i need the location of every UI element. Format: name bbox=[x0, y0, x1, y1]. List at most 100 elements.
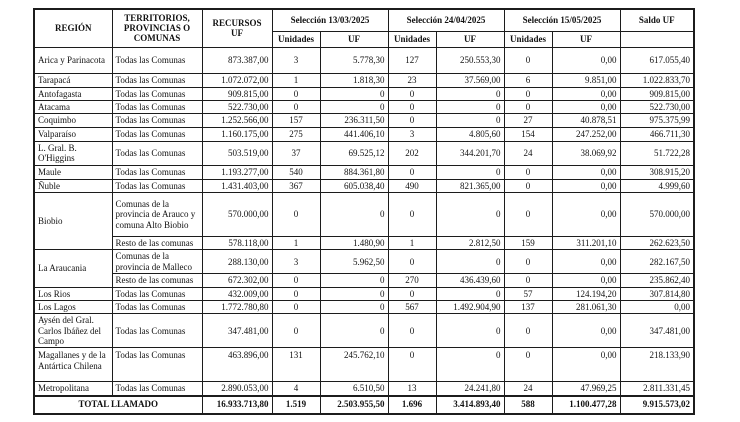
unidades-cell-1: 1 bbox=[271, 72, 321, 88]
total-saldo-cell: 9.915.573,02 bbox=[619, 394, 695, 415]
region-cell: Tarapacá bbox=[33, 72, 113, 88]
unidades-cell-1: 0 bbox=[271, 299, 321, 315]
unidades-cell-2: 567 bbox=[387, 299, 437, 315]
header-recursos-uf: RECURSOS UF bbox=[201, 8, 273, 48]
recursos-cell: 503.519,00 bbox=[201, 140, 273, 166]
recursos-cell: 347.481,00 bbox=[201, 313, 273, 349]
unidades-cell-3: 0 bbox=[503, 191, 553, 237]
subheader-unidades-3: Unidades bbox=[503, 30, 553, 48]
uf-cell-1: 605.038,40 bbox=[319, 178, 389, 193]
saldo-cell: 51.722,28 bbox=[619, 140, 695, 166]
recursos-cell: 1.193.277,00 bbox=[201, 164, 273, 180]
unidades-cell-2: 127 bbox=[387, 46, 437, 74]
region-cell: Valparaíso bbox=[33, 126, 113, 142]
unidades-cell-3: 0 bbox=[503, 86, 553, 101]
territory-cell: Resto de las comunas bbox=[111, 235, 203, 251]
uf-cell-3: 0,00 bbox=[551, 178, 621, 193]
uf-cell-2: 0 bbox=[435, 164, 505, 180]
uf-cell-1: 0 bbox=[319, 191, 389, 237]
total-uf-cell-2: 3.414.893,40 bbox=[435, 394, 505, 415]
uf-cell-3: 9.851,00 bbox=[551, 72, 621, 88]
recursos-cell: 909.815,00 bbox=[201, 86, 273, 101]
uf-cell-2: 344.201,70 bbox=[435, 140, 505, 166]
saldo-cell: 909.815,00 bbox=[619, 86, 695, 101]
unidades-cell-3: 57 bbox=[503, 286, 553, 301]
header-saldo-uf: Saldo UF bbox=[619, 8, 695, 32]
unidades-cell-3: 137 bbox=[503, 299, 553, 315]
territory-cell: Todas las Comunas bbox=[111, 299, 203, 315]
territory-cell: Todas las Comunas bbox=[111, 99, 203, 115]
unidades-cell-3: 27 bbox=[503, 113, 553, 128]
uf-cell-3: 0,00 bbox=[551, 86, 621, 101]
territory-cell: Todas las Comunas bbox=[111, 113, 203, 128]
territory-cell: Todas las Comunas bbox=[111, 86, 203, 101]
uf-cell-2: 0 bbox=[435, 286, 505, 301]
unidades-cell-2: 0 bbox=[387, 164, 437, 180]
region-cell: Ñuble bbox=[33, 178, 113, 193]
territory-cell: Resto de las comunas bbox=[111, 273, 203, 288]
unidades-cell-3: 0 bbox=[503, 178, 553, 193]
saldo-cell: 0,00 bbox=[619, 299, 695, 315]
unidades-cell-3: 159 bbox=[503, 235, 553, 251]
territory-cell: Todas las Comunas bbox=[111, 126, 203, 142]
unidades-cell-1: 0 bbox=[271, 273, 321, 288]
table-row: Arica y Parinacota Todas las Comunas 873.3… bbox=[33, 46, 695, 74]
unidades-cell-2: 0 bbox=[387, 191, 437, 237]
saldo-cell: 282.167,50 bbox=[619, 249, 695, 275]
unidades-cell-3: 0 bbox=[503, 273, 553, 288]
uf-cell-2: 2.812,50 bbox=[435, 235, 505, 251]
unidades-cell-1: 3 bbox=[271, 249, 321, 275]
saldo-cell: 617.055,40 bbox=[619, 46, 695, 74]
unidades-cell-2: 202 bbox=[387, 140, 437, 166]
table-row: Ñuble Todas las Comunas 1.431.403,00 367 605… bbox=[33, 178, 695, 193]
total-unidades-cell-3: 588 bbox=[503, 394, 553, 415]
uf-cell-1: 0 bbox=[319, 99, 389, 115]
unidades-cell-3: 0 bbox=[503, 313, 553, 349]
unidades-cell-1: 275 bbox=[271, 126, 321, 142]
uf-cell-1: 245.762,10 bbox=[319, 347, 389, 383]
uf-cell-2: 0 bbox=[435, 86, 505, 101]
uf-cell-2: 0 bbox=[435, 313, 505, 349]
unidades-cell-2: 0 bbox=[387, 249, 437, 275]
region-cell: La Araucania bbox=[33, 249, 113, 288]
uf-cell-2: 0 bbox=[435, 347, 505, 383]
table-row: La Araucania Comunas de la provincia de M… bbox=[33, 249, 695, 288]
saldo-cell: 466.711,30 bbox=[619, 126, 695, 142]
table-row: Los Rios Todas las Comunas 432.009,00 0 0 0 0 5… bbox=[33, 286, 695, 301]
saldo-cell: 1.022.833,70 bbox=[619, 72, 695, 88]
uf-cell-2: 0 bbox=[435, 99, 505, 115]
recursos-cell: 522.730,00 bbox=[201, 99, 273, 115]
table-row: Los Lagos Todas las Comunas 1.772.780,80 0 0… bbox=[33, 299, 695, 315]
total-uf-cell-3: 1.100.477,28 bbox=[551, 394, 621, 415]
total-unidades-cell-2: 1.696 bbox=[387, 394, 437, 415]
saldo-cell: 347.481,00 bbox=[619, 313, 695, 349]
recursos-cell: 2.890.053,00 bbox=[201, 381, 273, 397]
unidades-cell-1: 0 bbox=[271, 313, 321, 349]
uf-cell-1: 0 bbox=[319, 273, 389, 288]
uf-cell-2: 4.805,60 bbox=[435, 126, 505, 142]
recursos-cell: 288.130,00 bbox=[201, 249, 273, 275]
region-cell: Antofagasta bbox=[33, 86, 113, 101]
uf-cell-3: 0,00 bbox=[551, 191, 621, 237]
uf-cell-2: 436.439,60 bbox=[435, 273, 505, 288]
unidades-cell-3: 24 bbox=[503, 381, 553, 397]
uf-cell-1: 0 bbox=[319, 299, 389, 315]
region-cell: Atacama bbox=[33, 99, 113, 115]
territory-cell: Todas las Comunas bbox=[111, 140, 203, 166]
unidades-cell-3: 24 bbox=[503, 140, 553, 166]
table-row: Maule Todas las Comunas 1.193.277,00 540 884… bbox=[33, 164, 695, 180]
saldo-cell: 262.623,50 bbox=[619, 235, 695, 251]
unidades-cell-1: 131 bbox=[271, 347, 321, 383]
saldo-cell: 570.000,00 bbox=[619, 191, 695, 237]
recursos-cell: 578.118,00 bbox=[201, 235, 273, 251]
uf-cell-1: 5.962,50 bbox=[319, 249, 389, 275]
total-row: TOTAL LLAMADO 16.933.713,80 1.519 2.503.955… bbox=[33, 394, 695, 415]
uf-cell-2: 37.569,00 bbox=[435, 72, 505, 88]
recursos-cell: 1.431.403,00 bbox=[201, 178, 273, 193]
territory-cell: Todas las Comunas bbox=[111, 381, 203, 397]
recursos-cell: 873.387,00 bbox=[201, 46, 273, 74]
saldo-cell: 522.730,00 bbox=[619, 99, 695, 115]
saldo-cell: 975.375,99 bbox=[619, 113, 695, 128]
region-cell: L. Gral. B. O'Higgins bbox=[33, 140, 113, 166]
uf-cell-1: 0 bbox=[319, 86, 389, 101]
